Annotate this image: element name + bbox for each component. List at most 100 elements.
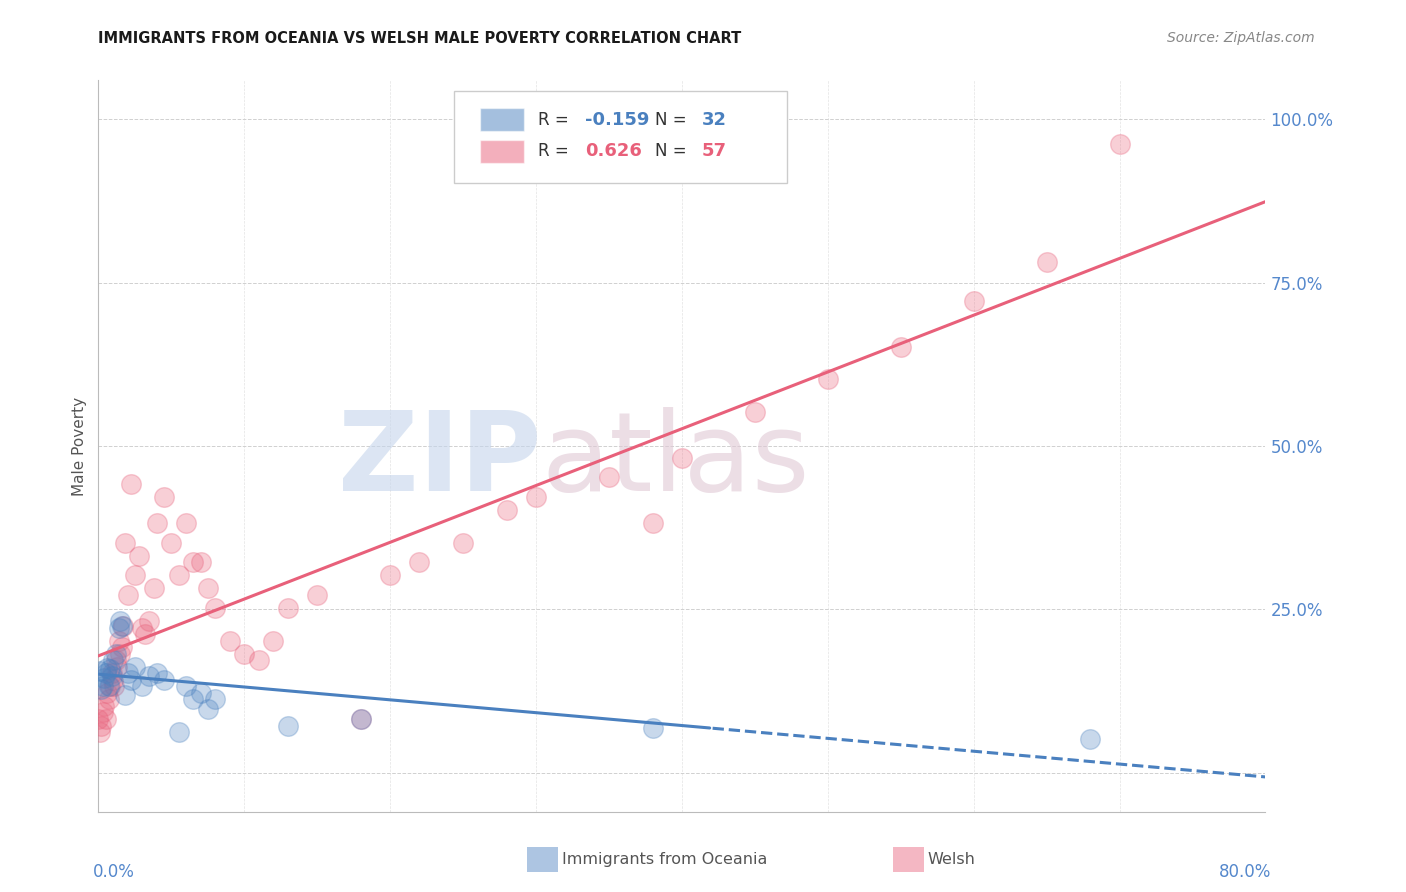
- Point: [138, 614, 160, 628]
- Point: [451, 535, 474, 549]
- Point: [111, 618, 134, 632]
- Point: [174, 516, 197, 530]
- Point: [197, 582, 219, 596]
- Point: [93, 698, 115, 713]
- Point: [167, 725, 190, 739]
- Point: [117, 588, 139, 602]
- Point: [495, 503, 517, 517]
- Y-axis label: Male Poverty: Male Poverty: [72, 396, 87, 496]
- Point: [94, 666, 117, 681]
- Text: Source: ZipAtlas.com: Source: ZipAtlas.com: [1167, 31, 1315, 45]
- Text: R =: R =: [538, 142, 575, 161]
- Point: [247, 653, 270, 667]
- Text: R =: R =: [538, 111, 575, 128]
- Point: [101, 673, 124, 687]
- Point: [98, 679, 121, 693]
- Point: [1080, 731, 1102, 746]
- Point: [378, 568, 402, 582]
- Point: [160, 535, 183, 549]
- Point: [97, 692, 120, 706]
- Point: [108, 633, 131, 648]
- Point: [120, 673, 142, 687]
- Point: [277, 601, 299, 615]
- Point: [167, 568, 190, 582]
- Point: [131, 621, 153, 635]
- Point: [110, 614, 132, 628]
- Point: [233, 647, 256, 661]
- Point: [104, 653, 127, 667]
- Point: [181, 555, 204, 569]
- Point: [131, 679, 153, 693]
- Point: [524, 490, 547, 504]
- Point: [111, 640, 134, 655]
- Point: [262, 633, 284, 648]
- Point: [218, 633, 240, 648]
- Point: [204, 692, 226, 706]
- Point: [94, 712, 117, 726]
- Point: [153, 490, 176, 504]
- Point: [91, 679, 114, 693]
- Point: [408, 555, 430, 569]
- Point: [307, 588, 329, 602]
- Point: [90, 718, 112, 732]
- Point: [190, 686, 212, 700]
- Text: N =: N =: [655, 111, 692, 128]
- Point: [1035, 255, 1057, 269]
- Point: [110, 647, 132, 661]
- Point: [890, 340, 912, 354]
- Text: Immigrants from Oceania: Immigrants from Oceania: [562, 853, 768, 867]
- Point: [153, 673, 176, 687]
- Point: [146, 516, 169, 530]
- Point: [97, 679, 120, 693]
- Point: [101, 653, 124, 667]
- Point: [277, 718, 299, 732]
- Point: [138, 669, 160, 683]
- Point: [174, 679, 197, 693]
- Point: [90, 681, 112, 696]
- Text: ZIP: ZIP: [339, 407, 541, 514]
- FancyBboxPatch shape: [479, 139, 524, 163]
- Point: [598, 470, 620, 484]
- Point: [134, 627, 156, 641]
- Point: [112, 618, 135, 632]
- Point: [87, 712, 110, 726]
- Point: [98, 662, 121, 676]
- Point: [96, 661, 118, 675]
- Point: [103, 679, 125, 693]
- Point: [120, 476, 142, 491]
- Text: 80.0%: 80.0%: [1219, 863, 1271, 881]
- Text: Welsh: Welsh: [928, 853, 976, 867]
- Point: [89, 665, 111, 679]
- Point: [204, 601, 226, 615]
- Point: [350, 712, 373, 726]
- Text: 57: 57: [702, 142, 727, 161]
- Point: [117, 666, 139, 681]
- Point: [197, 701, 219, 715]
- Point: [114, 535, 136, 549]
- FancyBboxPatch shape: [454, 91, 787, 183]
- Point: [100, 669, 122, 683]
- Text: 0.0%: 0.0%: [93, 863, 135, 881]
- Point: [104, 647, 127, 661]
- Point: [962, 293, 984, 308]
- Text: 0.626: 0.626: [585, 142, 643, 161]
- Point: [124, 568, 146, 582]
- FancyBboxPatch shape: [479, 108, 524, 131]
- Point: [128, 549, 150, 563]
- Text: -0.159: -0.159: [585, 111, 650, 128]
- Point: [350, 712, 373, 726]
- Point: [105, 659, 128, 673]
- Point: [142, 582, 165, 596]
- Point: [641, 721, 664, 735]
- Point: [181, 692, 204, 706]
- Point: [817, 372, 839, 386]
- Point: [93, 671, 115, 685]
- Point: [190, 555, 212, 569]
- Point: [124, 659, 146, 673]
- Text: IMMIGRANTS FROM OCEANIA VS WELSH MALE POVERTY CORRELATION CHART: IMMIGRANTS FROM OCEANIA VS WELSH MALE PO…: [98, 31, 742, 46]
- Point: [91, 706, 114, 720]
- Point: [744, 405, 766, 419]
- Point: [641, 516, 664, 530]
- Point: [146, 666, 169, 681]
- Text: atlas: atlas: [541, 407, 810, 514]
